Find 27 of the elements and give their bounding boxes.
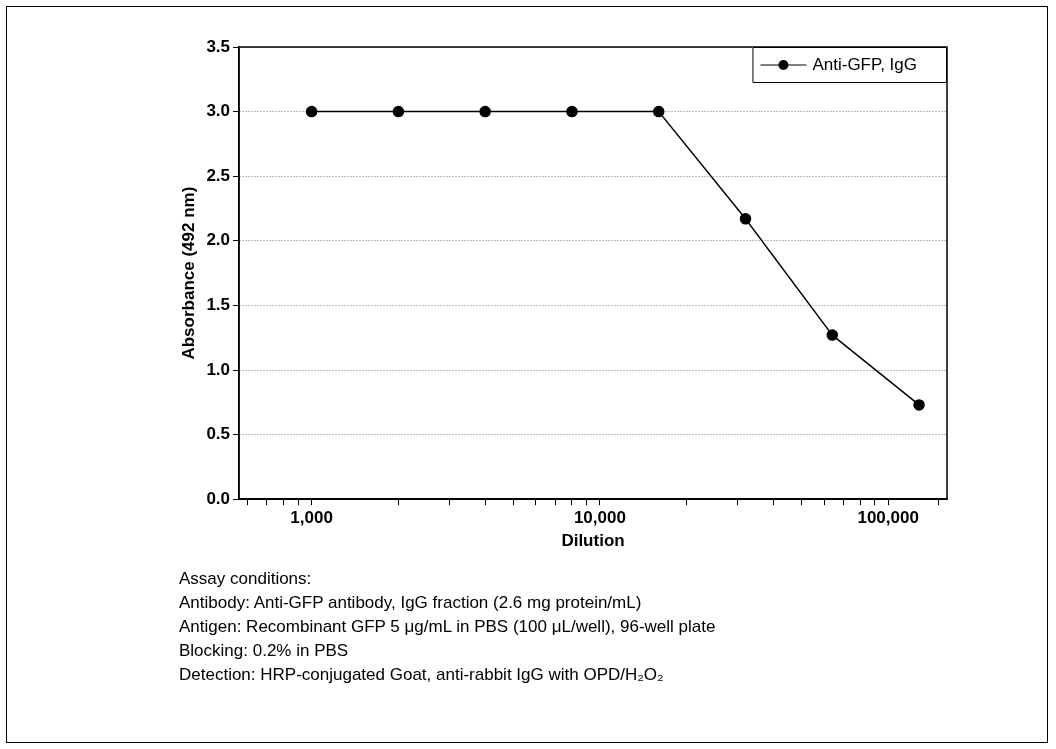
y-tick-label: 0.5 [206, 424, 231, 444]
y-tick-label: 1.5 [206, 295, 231, 315]
y-axis-title: Absorbance (492 nm) [178, 186, 198, 360]
point [566, 105, 578, 118]
x-axis-title: Dilution [561, 531, 625, 551]
y-tick-label: 2.0 [206, 230, 231, 250]
point [739, 213, 752, 225]
y-tick-label: 2.5 [206, 165, 231, 185]
text: Assay conditions: [179, 568, 313, 590]
legend-label: Anti-GFP, IgG [812, 54, 918, 74]
y-tick-label: 3.5 [206, 36, 231, 56]
y-tick-label: 3.0 [206, 101, 231, 121]
x-tick-label: 1,000 [290, 508, 333, 528]
point [479, 105, 491, 118]
x-tick-label: 100,000 [857, 508, 919, 528]
x-tick-label: 10,000 [573, 508, 626, 528]
point [913, 399, 925, 411]
point [826, 329, 839, 341]
point [305, 105, 318, 118]
y-tick-label: 0.0 [206, 488, 231, 508]
point [652, 105, 665, 118]
text: Antigen: Recombinant GFP 5 μg/mL in PBS (100 μL/well), 96-well plate [179, 616, 716, 638]
text: Blocking: 0.2% in PBS [179, 640, 350, 662]
point [392, 105, 405, 118]
text: Detection: HRP-conjugated Goat, anti-rabbit IgG with OPD/H₂O₂ [179, 664, 665, 686]
text: Antibody: Anti-GFP antibody, IgG fraction (2.6 mg protein/mL) [179, 592, 643, 614]
y-tick-label: 1.0 [206, 359, 231, 379]
